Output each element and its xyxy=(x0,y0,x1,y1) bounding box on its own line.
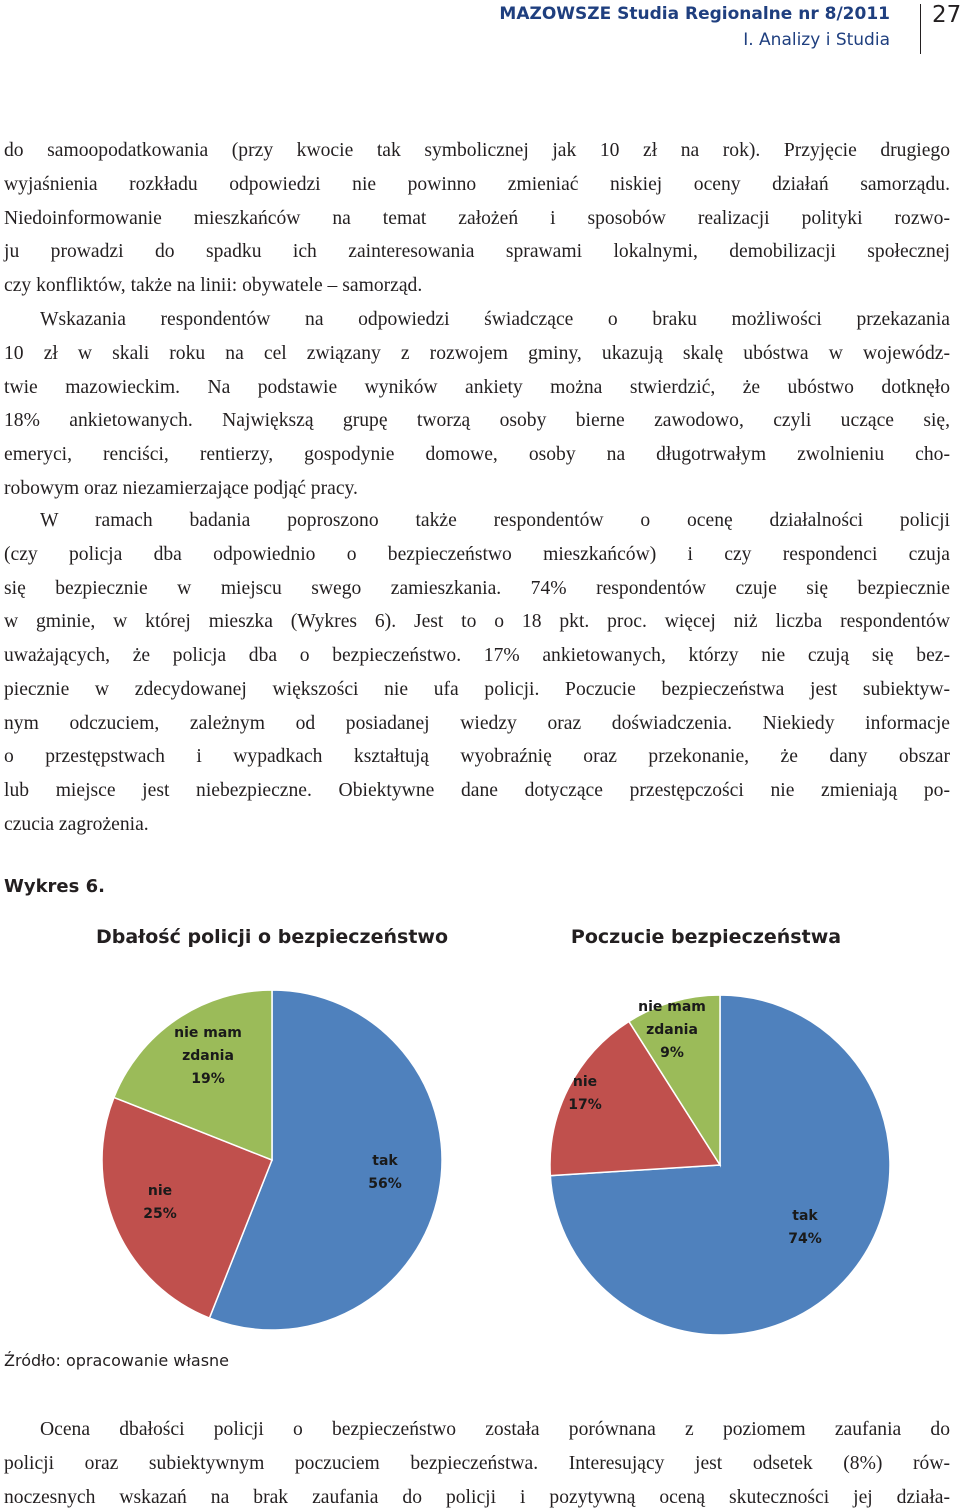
pie-slice xyxy=(112,989,273,1162)
slice-category: nie xyxy=(147,1183,173,1199)
pie-slice xyxy=(627,994,721,1168)
text-line: wyjaśnienia rozkładu odpowiedzi nie powi… xyxy=(4,173,950,195)
slice-category: tak xyxy=(792,1208,818,1224)
text-line: lub miejsce jest niebezpieczne. Obiektyw… xyxy=(4,780,950,801)
text-line: czucia zagrożenia. xyxy=(4,813,149,835)
text-line: policji oraz subiektywnym poczuciem bezp… xyxy=(4,1452,950,1474)
text-line: ju prowadzi do spadku ich zainteresowani… xyxy=(4,241,950,263)
slice-category: nie mam zdania xyxy=(174,1025,242,1064)
text-line: noczesnych wskazań na brak zaufania do p… xyxy=(4,1486,950,1508)
text-line: twie mazowieckim. Na podstawie wyników a… xyxy=(4,376,950,398)
text-line: w gminie, w której mieszka (Wykres 6). J… xyxy=(4,611,950,633)
slice-category: nie mam zdania xyxy=(638,999,706,1038)
text-line: nym odczuciem, zależnym od posiadanej wi… xyxy=(4,712,950,734)
text-line: 18% ankietowanych. Największą grupę twor… xyxy=(4,410,950,432)
text-line: uważających, że policja dba o bezpieczeń… xyxy=(4,645,950,666)
pie-slice xyxy=(549,1020,722,1177)
chart-title: Dbałość policji o bezpieczeństwo xyxy=(95,926,449,948)
text-line: emeryci, renciści, rentierzy, gospodynie… xyxy=(4,444,950,465)
text-line: Ocena dbałości policji o bezpieczeństwo … xyxy=(40,1419,950,1440)
text-line: Niedoinformowanie mieszkańców na temat z… xyxy=(4,207,950,229)
text-line: (czy policja dba odpowiednio o bezpiecze… xyxy=(4,543,950,565)
text-line: 10 zł w skali roku na cel związany z roz… xyxy=(4,342,950,364)
text-line: o przestępstwach i wypadkach kształtują … xyxy=(4,746,950,768)
slice-value-label: 9% xyxy=(660,1045,684,1061)
slice-value-label: 17% xyxy=(568,1097,602,1113)
section-title: I. Analizy i Studia xyxy=(743,30,890,50)
figure-label: Wykres 6. xyxy=(4,876,105,897)
text-line: piecznie w zdecydowanej większości nie u… xyxy=(4,678,950,700)
pie-slice xyxy=(101,1096,273,1320)
slice-category: tak xyxy=(372,1153,398,1169)
text-line: się bezpiecznie w miejscu swego zamieszk… xyxy=(4,577,950,599)
text-line: do samoopodatkowania (przy kwocie tak sy… xyxy=(4,140,950,161)
slice-value-label: 56% xyxy=(368,1176,402,1192)
pie-slice xyxy=(208,989,443,1331)
chart-title: Poczucie bezpieczeństwa xyxy=(570,926,842,948)
text-line: W ramach badania poproszono także respon… xyxy=(40,510,950,531)
page-number: 27 xyxy=(932,2,960,28)
header-rule xyxy=(920,4,921,54)
source-note: Źródło: opracowanie własne xyxy=(4,1351,230,1370)
slice-category: nie xyxy=(572,1074,598,1090)
slice-value-label: 74% xyxy=(788,1231,822,1247)
journal-title: MAZOWSZE Studia Regionalne nr 8/2011 xyxy=(499,4,890,24)
slice-value-label: 25% xyxy=(143,1206,177,1222)
text-line: robowym oraz niezamierzające podjąć prac… xyxy=(4,477,358,499)
slice-value-label: 19% xyxy=(191,1071,225,1087)
text-line: Wskazania respondentów na odpowiedzi świ… xyxy=(40,309,950,330)
text-line: czy konfliktów, także na linii: obywatel… xyxy=(4,275,423,296)
